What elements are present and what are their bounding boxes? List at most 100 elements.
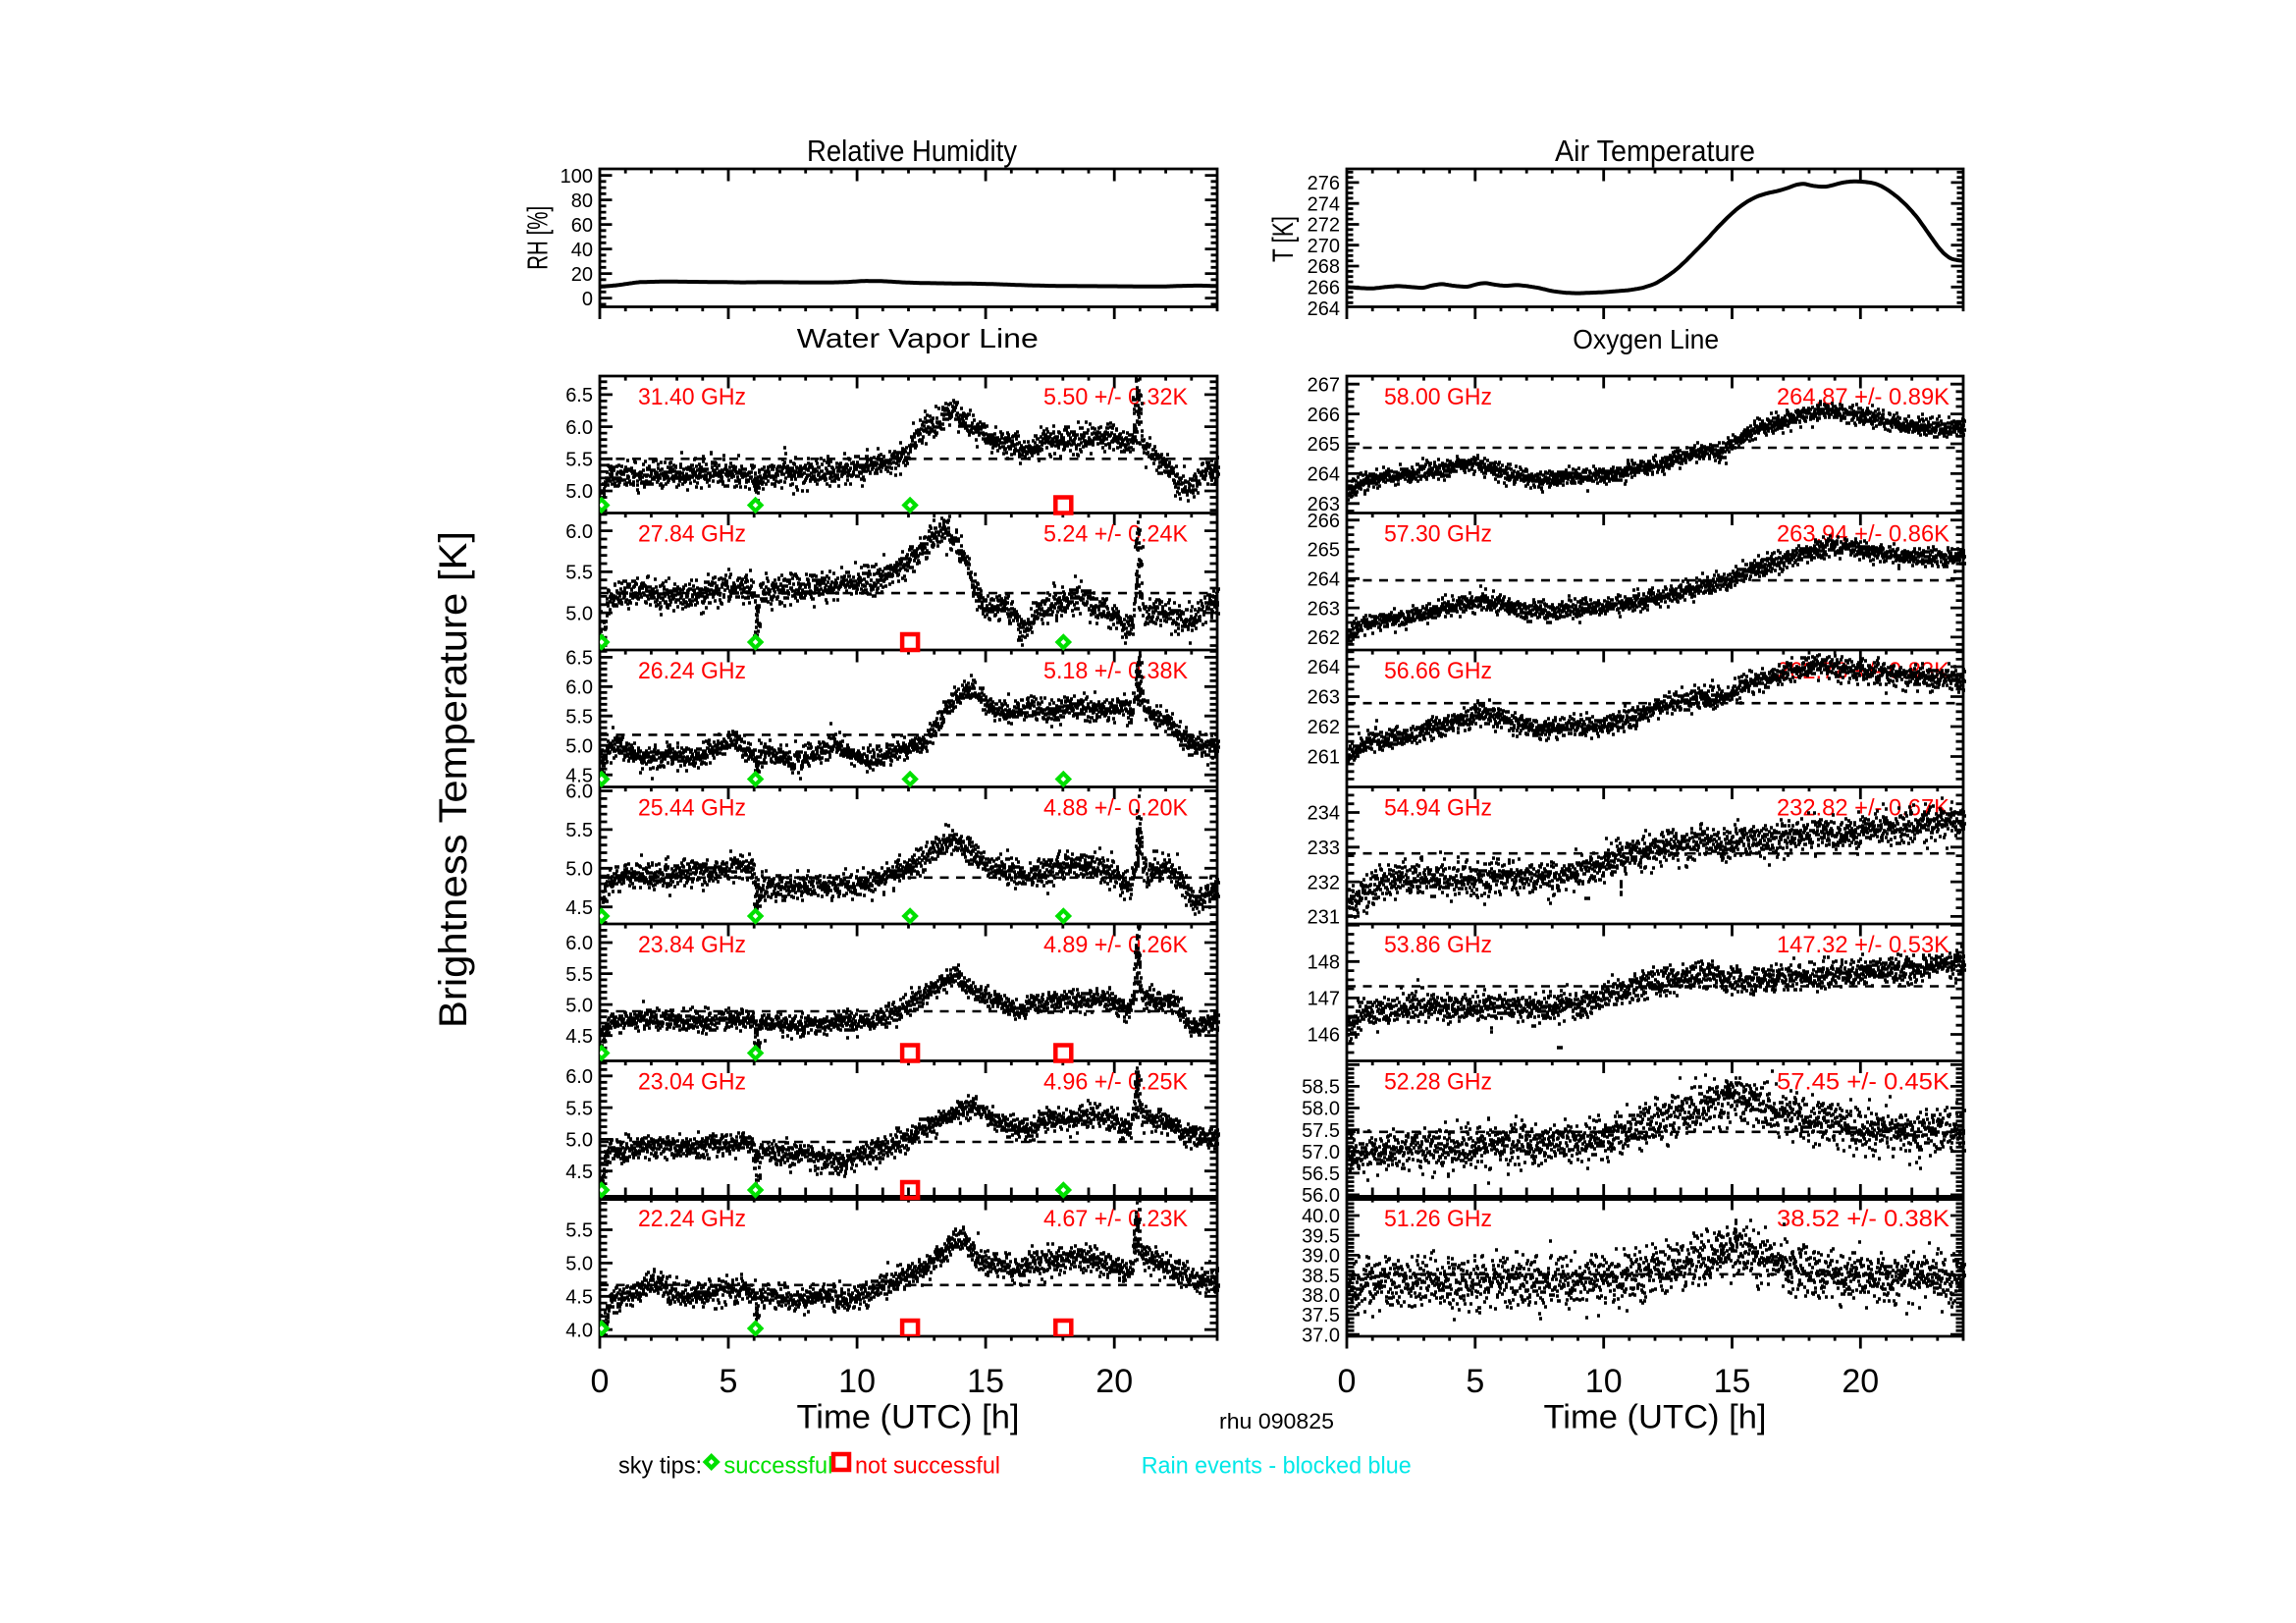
svg-text:RH [%]: RH [%] <box>523 206 555 270</box>
svg-text:5.5: 5.5 <box>565 1220 593 1242</box>
svg-text:263: 263 <box>1308 494 1340 515</box>
svg-text:264: 264 <box>1308 298 1340 320</box>
svg-text:58.5: 58.5 <box>1302 1077 1340 1099</box>
svg-text:15: 15 <box>1714 1363 1751 1400</box>
svg-text:80: 80 <box>571 190 593 212</box>
svg-text:58.0: 58.0 <box>1302 1099 1340 1120</box>
svg-text:148: 148 <box>1308 952 1340 974</box>
svg-text:Air Temperature: Air Temperature <box>1555 134 1755 168</box>
svg-text:4.5: 4.5 <box>565 897 593 919</box>
svg-text:10: 10 <box>838 1363 876 1400</box>
svg-text:37.5: 37.5 <box>1302 1305 1340 1326</box>
svg-text:39.5: 39.5 <box>1302 1225 1340 1247</box>
svg-text:38.0: 38.0 <box>1302 1285 1340 1307</box>
svg-text:6.0: 6.0 <box>565 782 593 803</box>
svg-text:5.50 +/- 0.32K: 5.50 +/- 0.32K <box>1043 384 1188 410</box>
svg-text:Water Vapor Line: Water Vapor Line <box>797 323 1039 353</box>
svg-text:52.28 GHz: 52.28 GHz <box>1384 1069 1492 1096</box>
svg-text:0: 0 <box>591 1363 610 1400</box>
svg-text:5.5: 5.5 <box>565 820 593 841</box>
svg-text:27.84 GHz: 27.84 GHz <box>638 521 746 548</box>
svg-text:4.96 +/- 0.25K: 4.96 +/- 0.25K <box>1043 1069 1188 1096</box>
svg-text:Time (UTC) [h]: Time (UTC) [h] <box>797 1399 1020 1436</box>
svg-text:57.30 GHz: 57.30 GHz <box>1384 521 1492 548</box>
svg-text:100: 100 <box>561 166 593 188</box>
svg-text:4.5: 4.5 <box>565 1162 593 1183</box>
svg-text:263: 263 <box>1308 598 1340 620</box>
svg-text:not successful: not successful <box>855 1452 1000 1479</box>
svg-text:22.24 GHz: 22.24 GHz <box>638 1206 746 1232</box>
svg-text:5: 5 <box>720 1363 738 1400</box>
svg-text:4.67 +/- 0.23K: 4.67 +/- 0.23K <box>1043 1206 1188 1232</box>
svg-text:231: 231 <box>1308 907 1340 929</box>
svg-text:5.24 +/- 0.24K: 5.24 +/- 0.24K <box>1043 521 1188 548</box>
svg-text:20: 20 <box>1095 1363 1133 1400</box>
svg-text:5: 5 <box>1466 1363 1484 1400</box>
svg-text:Time (UTC) [h]: Time (UTC) [h] <box>1544 1399 1767 1436</box>
svg-text:15: 15 <box>967 1363 1004 1400</box>
svg-text:Rain events - blocked blue: Rain events - blocked blue <box>1142 1452 1412 1479</box>
svg-text:6.5: 6.5 <box>565 385 593 406</box>
svg-text:20: 20 <box>1842 1363 1879 1400</box>
svg-text:272: 272 <box>1308 215 1340 237</box>
svg-text:58.00 GHz: 58.00 GHz <box>1384 384 1492 410</box>
svg-text:4.0: 4.0 <box>565 1320 593 1341</box>
svg-text:264: 264 <box>1308 464 1340 486</box>
svg-text:60: 60 <box>571 215 593 237</box>
svg-text:26.24 GHz: 26.24 GHz <box>638 658 746 684</box>
svg-text:264: 264 <box>1308 657 1340 678</box>
svg-text:5.5: 5.5 <box>565 707 593 729</box>
svg-text:264.87 +/- 0.89K: 264.87 +/- 0.89K <box>1777 384 1949 410</box>
svg-text:6.0: 6.0 <box>565 677 593 699</box>
svg-text:5.0: 5.0 <box>565 603 593 624</box>
svg-text:266: 266 <box>1308 511 1340 532</box>
svg-text:4.5: 4.5 <box>565 1026 593 1048</box>
svg-text:10: 10 <box>1585 1363 1623 1400</box>
svg-text:146: 146 <box>1308 1025 1340 1047</box>
svg-text:4.5: 4.5 <box>565 1287 593 1309</box>
svg-text:39.0: 39.0 <box>1302 1246 1340 1268</box>
svg-text:6.0: 6.0 <box>565 1066 593 1088</box>
svg-text:267: 267 <box>1308 374 1340 396</box>
svg-text:38.52 +/- 0.38K: 38.52 +/- 0.38K <box>1777 1206 1949 1232</box>
svg-text:5.5: 5.5 <box>565 450 593 471</box>
svg-text:232: 232 <box>1308 872 1340 893</box>
svg-text:56.0: 56.0 <box>1302 1185 1340 1207</box>
svg-text:6.0: 6.0 <box>565 417 593 439</box>
svg-text:23.84 GHz: 23.84 GHz <box>638 932 746 958</box>
svg-text:56.66 GHz: 56.66 GHz <box>1384 658 1492 684</box>
svg-text:Brightness Temperature [K]: Brightness Temperature [K] <box>432 531 475 1028</box>
svg-text:262: 262 <box>1308 717 1340 738</box>
svg-text:4.89 +/- 0.26K: 4.89 +/- 0.26K <box>1043 932 1188 958</box>
svg-text:270: 270 <box>1308 236 1340 257</box>
svg-text:20: 20 <box>571 264 593 286</box>
svg-text:4.5: 4.5 <box>565 765 593 786</box>
svg-text:261: 261 <box>1308 747 1340 769</box>
svg-text:5.0: 5.0 <box>565 859 593 881</box>
svg-text:Relative Humidity: Relative Humidity <box>807 134 1017 168</box>
svg-text:147: 147 <box>1308 989 1340 1010</box>
svg-text:266: 266 <box>1308 278 1340 299</box>
svg-text:Oxygen Line: Oxygen Line <box>1573 324 1719 354</box>
svg-text:5.5: 5.5 <box>565 1098 593 1119</box>
svg-text:57.0: 57.0 <box>1302 1142 1340 1163</box>
svg-text:5.0: 5.0 <box>565 481 593 503</box>
svg-text:265: 265 <box>1308 540 1340 562</box>
svg-text:274: 274 <box>1308 193 1340 215</box>
svg-text:53.86 GHz: 53.86 GHz <box>1384 932 1492 958</box>
svg-text:56.5: 56.5 <box>1302 1163 1340 1185</box>
svg-text:5.5: 5.5 <box>565 563 593 584</box>
svg-text:6.0: 6.0 <box>565 933 593 954</box>
svg-text:6.5: 6.5 <box>565 648 593 670</box>
svg-text:5.0: 5.0 <box>565 1130 593 1152</box>
svg-text:234: 234 <box>1308 803 1340 825</box>
svg-text:264: 264 <box>1308 569 1340 591</box>
svg-text:5.18 +/- 0.38K: 5.18 +/- 0.38K <box>1043 658 1188 684</box>
svg-text:0: 0 <box>582 289 593 310</box>
svg-text:5.5: 5.5 <box>565 964 593 986</box>
svg-text:57.45 +/- 0.45K: 57.45 +/- 0.45K <box>1777 1069 1949 1096</box>
svg-text:57.5: 57.5 <box>1302 1120 1340 1142</box>
svg-text:5.0: 5.0 <box>565 1254 593 1275</box>
svg-text:233: 233 <box>1308 838 1340 859</box>
svg-text:263: 263 <box>1308 687 1340 709</box>
